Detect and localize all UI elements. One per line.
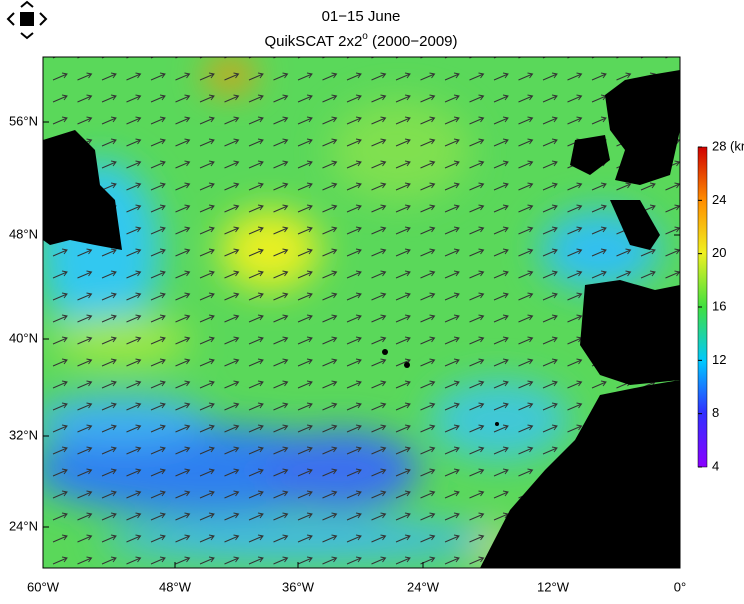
lon-label: 12°W xyxy=(537,579,570,594)
lon-label: 48°W xyxy=(159,579,192,594)
lat-label: 32°N xyxy=(9,427,38,442)
subtitle: QuikSCAT 2x2o (2000−2009) xyxy=(264,31,457,50)
subtitle-sup: o xyxy=(362,31,368,42)
map-frame xyxy=(42,56,681,569)
lat-label: 40°N xyxy=(9,330,38,345)
colorbar-label: 4 xyxy=(712,458,719,473)
colorbar-label: 24 xyxy=(712,192,726,207)
colorbar-label: 28 xyxy=(712,138,726,153)
colorbar-label: 20 xyxy=(712,245,726,260)
lon-label: 24°W xyxy=(407,579,440,594)
lat-label: 48°N xyxy=(9,226,38,241)
subtitle-rest: (2000−2009) xyxy=(368,33,458,50)
lon-label: 0° xyxy=(674,579,686,594)
map xyxy=(43,57,680,568)
colorbar-label: 16 xyxy=(712,298,726,313)
colorbar-label: 12 xyxy=(712,352,726,367)
land xyxy=(43,70,680,568)
lon-label: 36°W xyxy=(282,579,315,594)
title: 01−15 June xyxy=(322,8,401,25)
colorbar-label: 8 xyxy=(712,405,719,420)
lat-label: 56°N xyxy=(9,113,38,128)
nav-control[interactable] xyxy=(6,0,48,40)
lon-label: 60°W xyxy=(27,579,60,594)
colorbar-unit: (kn xyxy=(730,138,744,153)
subtitle-main: QuikSCAT 2x2 xyxy=(264,33,362,50)
lat-label: 24°N xyxy=(9,518,38,533)
